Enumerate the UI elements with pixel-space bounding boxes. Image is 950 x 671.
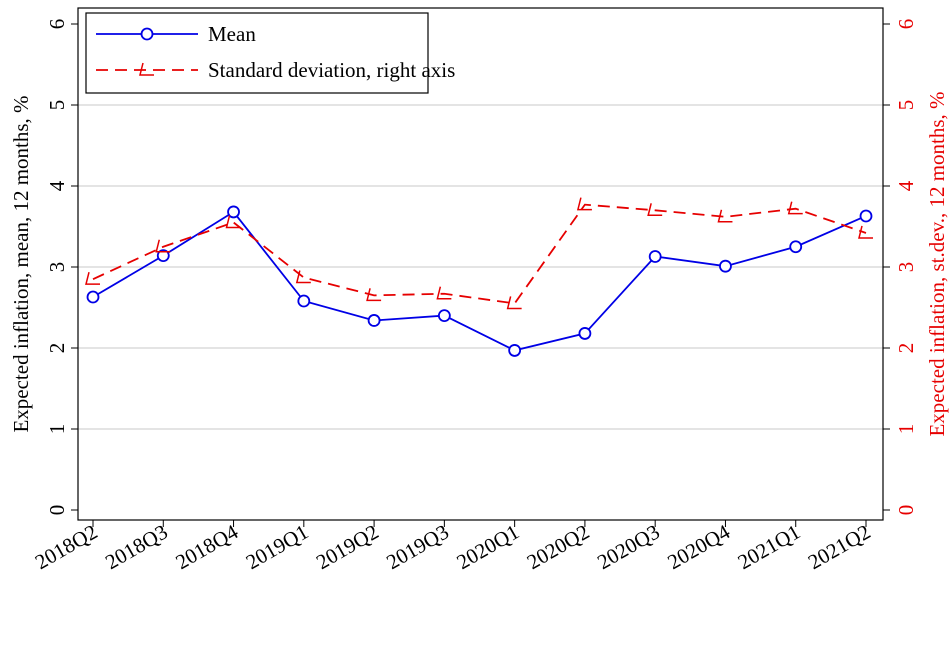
- marker: [227, 205, 240, 219]
- marker: [155, 239, 171, 253]
- series-line: [92, 210, 867, 352]
- plot-frame: [77, 7, 884, 521]
- marker: [576, 197, 592, 211]
- y-tick-label: 3: [45, 262, 69, 273]
- y2-tick-label: 1: [894, 424, 918, 435]
- y2-tick-label: 0: [894, 505, 918, 516]
- y-tick-label: 6: [45, 19, 69, 30]
- marker: [508, 344, 522, 357]
- y-tick-label: 0: [45, 505, 69, 516]
- marker: [858, 225, 873, 239]
- y-tick-label: 2: [45, 343, 69, 354]
- marker: [156, 249, 170, 263]
- marker: [297, 294, 311, 308]
- legend-marker: [140, 27, 154, 41]
- marker: [787, 201, 803, 215]
- marker: [295, 270, 311, 284]
- marker: [436, 286, 452, 300]
- legend-marker: [139, 62, 154, 76]
- legend-label: Mean: [208, 22, 256, 46]
- marker: [85, 271, 100, 285]
- y2-axis-title: Expected inflation, st.dev., 12 months, …: [925, 91, 949, 436]
- y-tick-label: 5: [45, 100, 69, 111]
- marker: [719, 259, 732, 273]
- marker: [366, 288, 382, 302]
- marker: [86, 290, 100, 304]
- y2-tick-label: 5: [894, 100, 918, 111]
- legend-label: Standard deviation, right axis: [208, 58, 455, 82]
- marker: [647, 203, 663, 217]
- marker: [225, 215, 241, 229]
- y-tick-label: 1: [45, 424, 69, 435]
- marker: [367, 314, 381, 327]
- marker: [717, 209, 733, 223]
- y2-tick-label: 4: [894, 180, 918, 191]
- y2-tick-label: 3: [894, 262, 918, 273]
- marker: [859, 209, 873, 223]
- y-axis-title: Expected inflation, mean, 12 months, %: [9, 95, 33, 432]
- y2-tick-label: 2: [894, 343, 918, 354]
- marker: [506, 296, 522, 310]
- legend-box: [85, 12, 429, 94]
- series-line: [92, 203, 867, 305]
- marker: [437, 309, 451, 323]
- marker: [578, 327, 592, 340]
- y2-tick-label: 6: [894, 19, 918, 30]
- marker: [789, 240, 803, 254]
- marker: [648, 250, 662, 263]
- y-tick-label: 4: [45, 180, 69, 191]
